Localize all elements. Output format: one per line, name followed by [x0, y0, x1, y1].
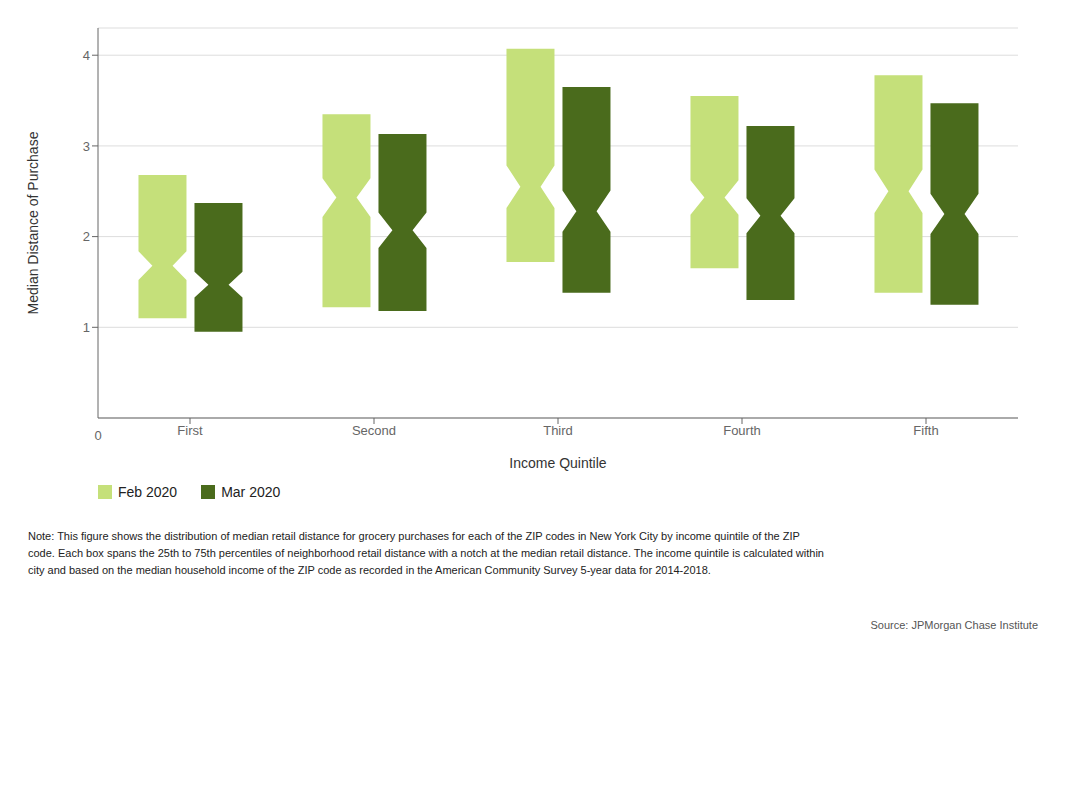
- html-text:Note: This figure shows the di: Note: This figure shows the distribution…: [28, 530, 800, 542]
- svg-text:First: First: [177, 423, 203, 438]
- svg-text:Median Distance of Purchase: Median Distance of Purchase: [25, 131, 41, 314]
- html-text:code. Each box spans the 25th: code. Each box spans the 25th to 75th pe…: [28, 547, 824, 559]
- svg-text:Third: Third: [543, 423, 573, 438]
- svg-text:3: 3: [83, 139, 90, 154]
- html-text:0: 0: [94, 428, 102, 443]
- svg-text:Fifth: Fifth: [913, 423, 938, 438]
- html-text:Feb 2020: Feb 2020: [118, 484, 178, 500]
- html-text:city and based on the median h: city and based on the median household i…: [28, 564, 711, 576]
- svg-text:Income Quintile: Income Quintile: [509, 455, 606, 471]
- svg-text:2: 2: [83, 229, 90, 244]
- svg-text:Fourth: Fourth: [723, 423, 761, 438]
- svg-text:Second: Second: [352, 423, 396, 438]
- svg-text:4: 4: [83, 48, 90, 63]
- html-text:Source: JPMorgan Chase Institu: Source: JPMorgan Chase Institute: [870, 619, 1038, 631]
- svg-text:1: 1: [83, 320, 90, 335]
- html-text:Mar 2020: Mar 2020: [221, 484, 281, 500]
